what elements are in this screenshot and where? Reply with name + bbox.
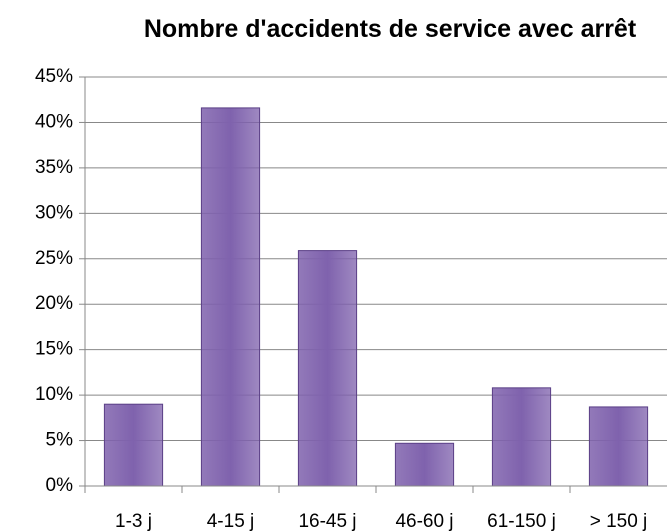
bar [103, 403, 164, 487]
y-tick-label: 35% [35, 157, 73, 178]
y-tick-label: 45% [35, 66, 73, 87]
x-tick-label: 4-15 j [207, 511, 255, 532]
x-tick-label: 16-45 j [298, 511, 356, 532]
y-tick-label: 5% [46, 430, 74, 451]
x-tick-label: 46-60 j [395, 511, 453, 532]
y-tick-label: 20% [35, 293, 73, 314]
y-tick-label: 25% [35, 248, 73, 269]
bar [297, 250, 358, 487]
x-tick-label: 61-150 j [487, 511, 556, 532]
bar [491, 387, 552, 487]
y-tick-label: 10% [35, 384, 73, 405]
y-tick-label: 15% [35, 339, 73, 360]
y-tick-label: 30% [35, 202, 73, 223]
x-tick-label: 1-3 j [115, 511, 152, 532]
bar [200, 107, 261, 487]
bar [394, 442, 455, 487]
chart-title: Nombre d'accidents de service avec arrêt [143, 15, 637, 43]
y-tick-label: 40% [35, 111, 73, 132]
bar [588, 406, 649, 487]
y-tick-label: 0% [46, 475, 74, 496]
x-tick-label: > 150 j [590, 511, 648, 532]
